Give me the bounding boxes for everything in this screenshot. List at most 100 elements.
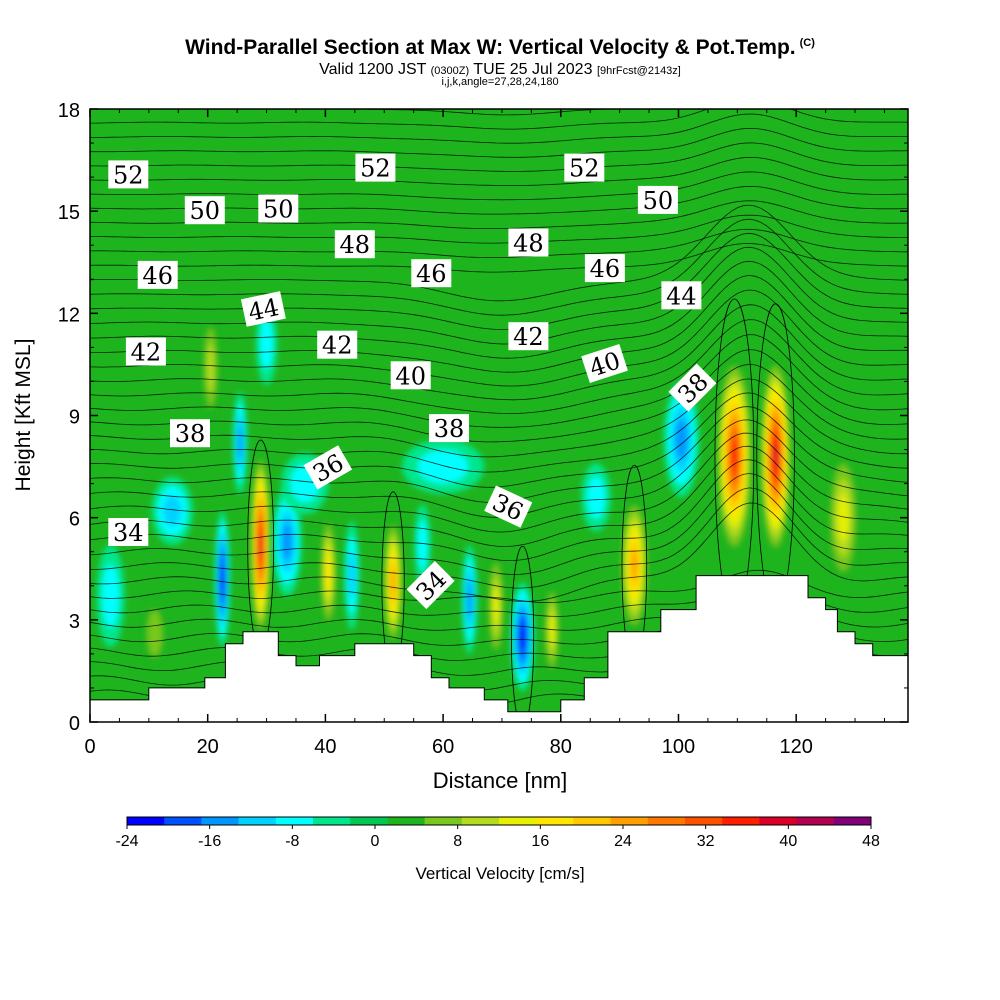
isentrope-label-text: 44 [666, 282, 697, 310]
y-tick-label: 6 [69, 509, 80, 531]
isentrope-line [90, 569, 908, 603]
isentrope-line [90, 502, 908, 602]
isentrope-line [90, 156, 908, 186]
velocity-contour [417, 449, 469, 484]
isentrope-label-text: 42 [131, 339, 162, 367]
copyright-mark: (C) [799, 37, 815, 49]
velocity-contour [493, 587, 499, 626]
isentrope-line [90, 319, 908, 414]
velocity-cell [320, 514, 337, 631]
velocity-cell [142, 595, 167, 671]
isentrope-label-text: 34 [113, 519, 144, 547]
velocity-contour [587, 476, 606, 519]
isentrope-label-box [137, 260, 178, 289]
colorbar-swatch [610, 817, 649, 825]
colorbar-tick-label: 48 [862, 833, 880, 850]
isentrope-label-box [564, 153, 605, 182]
isentrope-label-box [661, 281, 702, 310]
isentrope-line [90, 232, 908, 330]
isentrope-label: 46 [137, 260, 178, 290]
isentrope-line [90, 459, 908, 562]
velocity-contour [773, 442, 778, 470]
colorbar-tick-label: 24 [614, 833, 632, 850]
velocity-cell [760, 357, 791, 556]
chart-subtitle: Valid 1200 JST (0300Z) TUE 25 Jul 2023 [… [0, 61, 1000, 79]
y-axis-label: Height [Kft MSL] [12, 338, 35, 492]
colorbar-swatch [387, 817, 426, 825]
isentrope-label-text: 50 [643, 187, 674, 215]
x-tick-label: 40 [314, 736, 336, 758]
velocity-contour [325, 555, 331, 589]
velocity-cell [151, 476, 193, 545]
terrain [90, 575, 908, 722]
velocity-cell [827, 449, 859, 586]
velocity-contour [466, 580, 473, 619]
isentrope-line [90, 142, 908, 172]
forecast-info: [9hrFcst@2143z] [596, 65, 681, 77]
x-tick-label: 100 [662, 736, 695, 758]
isentrope-label-box [390, 361, 431, 390]
isentrope-label-box [125, 337, 166, 366]
velocity-contour [631, 551, 638, 580]
isentrope-label-text: 44 [246, 293, 282, 327]
grid-indices: i,j,k,angle=27,28,24,180 [441, 76, 559, 88]
velocity-cell [620, 497, 648, 634]
isentrope-label-text: 50 [263, 196, 294, 224]
isentrope-label: 50 [184, 196, 225, 225]
axes: 0 20 40 60 80 100 120 0 3 6 9 12 15 18 [58, 100, 908, 758]
velocity-cell [487, 551, 505, 661]
isentrope-label-text: 38 [175, 420, 206, 448]
velocity-contour [549, 613, 555, 647]
isentrope-line [90, 200, 908, 229]
isentrope-label: 42 [317, 330, 358, 360]
velocity-cell [250, 452, 271, 637]
velocity-contour [731, 441, 738, 472]
velocity-contour-line [510, 545, 535, 722]
isentrope-label-box [258, 194, 299, 223]
colorbar-swatch [461, 817, 500, 825]
colorbar-swatch [424, 817, 463, 825]
colorbar-swatch [164, 817, 202, 825]
x-tick-label: 120 [779, 736, 812, 758]
isentrope-label-box [334, 230, 375, 259]
isentrope-label-box [508, 228, 549, 257]
isentrope-label-text: 48 [513, 230, 544, 258]
isentrope-label-box [668, 363, 717, 412]
isentrope-line [90, 218, 908, 316]
colorbar-swatch [127, 817, 165, 825]
colorbar-swatch [536, 817, 574, 825]
colorbar-swatch [350, 817, 388, 825]
isentrope-label: 48 [334, 230, 375, 259]
isentrope-label: 38 [429, 414, 469, 443]
colorbar-tick-label: -24 [115, 833, 138, 850]
velocity-cell [461, 544, 478, 654]
isentrope-label: 38 [170, 419, 210, 448]
velocity-contour [101, 564, 120, 628]
isentrope-label-box [240, 291, 286, 327]
isentrope-line [90, 113, 908, 144]
colorbar-swatch [833, 817, 872, 825]
colorbar-swatch [722, 817, 760, 825]
isentrope-label: 50 [258, 194, 299, 224]
isentrope-label-box [303, 445, 353, 490]
isentrope-line [90, 127, 908, 158]
isentrope-label-text: 50 [190, 197, 221, 225]
velocity-contour [220, 562, 225, 596]
velocity-contour [206, 343, 215, 393]
velocity-cell [383, 517, 403, 648]
isentrope-label: 40 [390, 361, 431, 390]
isentrope-label-text: 52 [569, 155, 600, 183]
isentrope-line [90, 109, 908, 130]
colorbar-swatch [499, 817, 537, 825]
y-tick-label: 0 [69, 713, 80, 735]
isentrope-label-box [581, 343, 628, 383]
x-axis-label: Distance [nm] [432, 768, 568, 793]
colorbar-swatch [759, 817, 798, 825]
isentrope-line [90, 275, 908, 373]
isentrope-label-box [355, 153, 396, 182]
velocity-cell [233, 391, 248, 494]
isentrope-label: 42 [125, 337, 166, 367]
velocity-cell [96, 544, 125, 648]
x-tick-label: 60 [432, 736, 454, 758]
